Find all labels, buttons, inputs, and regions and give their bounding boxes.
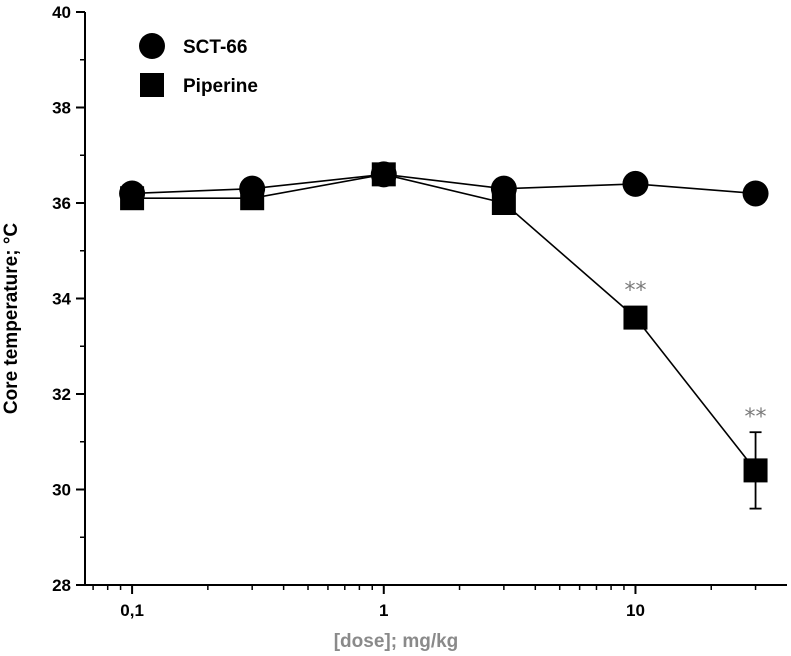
series-sct-66 — [119, 161, 769, 207]
series-line — [132, 173, 757, 471]
y-tick-label: 34 — [52, 290, 71, 309]
x-axis-label: [dose]; mg/kg — [334, 631, 459, 652]
series-piperine: ** ** — [120, 162, 768, 510]
legend: SCT-66 Piperine — [139, 33, 258, 97]
x-tick-label: 0,1 — [120, 601, 144, 620]
axes: 28 30 32 34 36 38 40 0,1 1 10 — [52, 3, 787, 620]
y-axis-label: Core temperature; °C — [1, 223, 22, 415]
significance-annotation: ** — [624, 279, 646, 304]
data-point — [371, 162, 396, 187]
legend-label: Piperine — [183, 76, 258, 97]
y-tick-label: 36 — [52, 194, 71, 213]
series-layer: ** ** — [119, 161, 769, 510]
y-tick-label: 40 — [52, 3, 71, 22]
legend-item: SCT-66 — [139, 33, 247, 59]
legend-marker — [140, 73, 164, 97]
legend-label: SCT-66 — [183, 37, 247, 58]
y-tick-label: 30 — [52, 481, 71, 500]
y-tick-label: 28 — [52, 576, 71, 595]
data-point — [622, 170, 649, 197]
data-point — [623, 305, 648, 330]
data-point — [742, 180, 769, 207]
significance-annotation: ** — [745, 405, 767, 430]
series-line — [132, 173, 756, 195]
x-tick-label: 10 — [626, 601, 645, 620]
legend-item: Piperine — [140, 73, 258, 97]
legend-marker — [139, 33, 165, 59]
y-tick-label: 38 — [52, 99, 71, 118]
data-point — [120, 186, 145, 211]
data-point — [240, 186, 265, 211]
x-tick-label: 1 — [379, 601, 388, 620]
y-tick-label: 32 — [52, 385, 71, 404]
data-point — [743, 458, 768, 483]
data-point — [491, 191, 516, 215]
